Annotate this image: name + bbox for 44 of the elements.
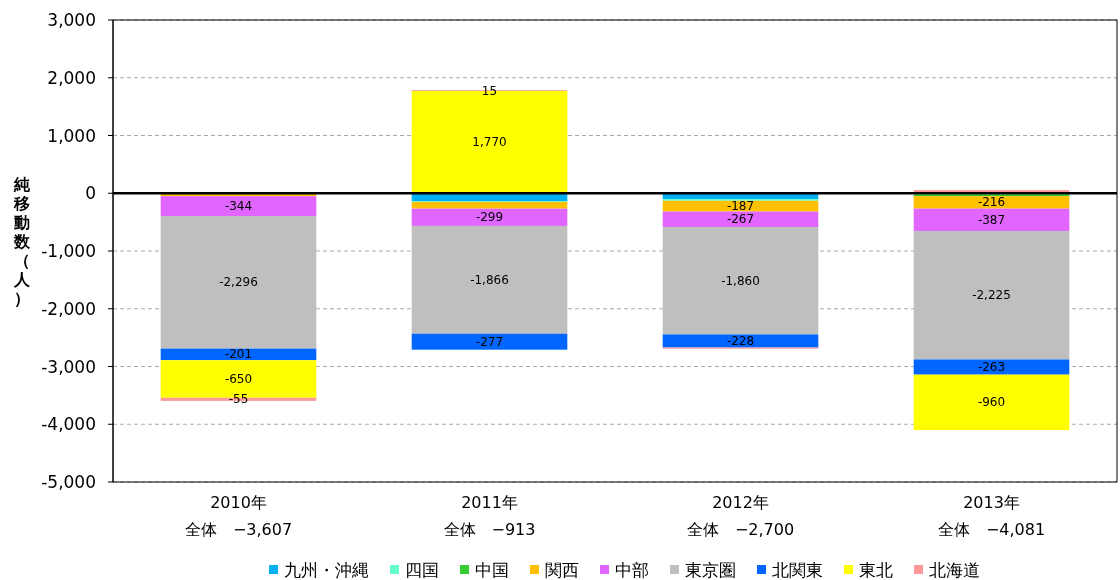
text: 全体 −3,607 — [184, 520, 293, 539]
legend-label: 四国 — [405, 560, 439, 580]
data-label: -228 — [726, 333, 755, 348]
legend-label: 中部 — [615, 560, 649, 580]
legend-label: 関西 — [545, 560, 579, 580]
data-label: -2,225 — [972, 288, 1011, 303]
y-tick-label: 1,000 — [47, 125, 96, 146]
legend-label: 北関東 — [772, 560, 823, 580]
y-tick-label: -2,000 — [41, 298, 96, 319]
y-tick-label: 2,000 — [47, 67, 96, 88]
x-tick-label: 2013年 — [963, 493, 1020, 512]
data-label: -263 — [977, 360, 1006, 375]
legend-label: 東北 — [859, 560, 893, 580]
legend-label: 中国 — [475, 560, 509, 580]
data-label: -2,296 — [219, 275, 258, 290]
legend-label: 北海道 — [929, 560, 980, 580]
data-label: -387 — [977, 212, 1006, 227]
text: 全体 −913 — [443, 520, 536, 539]
y-tick-label: -5,000 — [41, 472, 96, 492]
legend-label: 東京圏 — [685, 560, 736, 580]
y-tick-label: 0 — [85, 183, 96, 204]
data-label: -650 — [224, 371, 253, 386]
x-tick-label: 2011年 — [461, 493, 518, 512]
text: 全体 −4,081 — [937, 520, 1046, 539]
data-label: -187 — [726, 199, 755, 214]
data-label: -267 — [726, 212, 755, 227]
data-label: -201 — [224, 347, 253, 362]
data-label: -1,860 — [721, 273, 760, 288]
y-axis-title: 純移動数（人） — [13, 175, 31, 308]
data-label: -299 — [475, 210, 504, 225]
x-tick-label: 2012年 — [712, 493, 769, 512]
data-label: 1,770 — [472, 135, 507, 150]
x-tick-label: 2010年 — [210, 493, 267, 512]
data-label: -1,866 — [470, 272, 509, 287]
y-tick-label: -3,000 — [41, 356, 96, 377]
text: 全体 −2,700 — [686, 520, 795, 539]
data-label: -344 — [224, 199, 253, 214]
legend-label: 九州・沖縄 — [284, 560, 369, 580]
y-tick-label: -4,000 — [41, 414, 96, 435]
data-label: -216 — [977, 195, 1006, 210]
y-tick-label: 3,000 — [47, 10, 96, 30]
y-tick-label: -1,000 — [41, 241, 96, 261]
data-label: -960 — [977, 395, 1006, 410]
data-label: -277 — [475, 334, 504, 349]
